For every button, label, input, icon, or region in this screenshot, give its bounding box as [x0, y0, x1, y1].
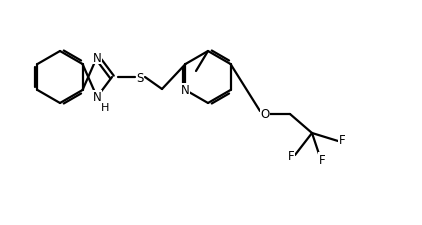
Text: S: S [136, 71, 143, 84]
Text: F: F [288, 149, 294, 162]
Text: O: O [260, 108, 270, 121]
Text: H: H [101, 103, 109, 112]
Text: F: F [319, 153, 325, 166]
Text: N: N [92, 91, 101, 104]
Text: F: F [339, 133, 345, 146]
Text: N: N [181, 84, 190, 97]
Text: N: N [92, 51, 101, 64]
